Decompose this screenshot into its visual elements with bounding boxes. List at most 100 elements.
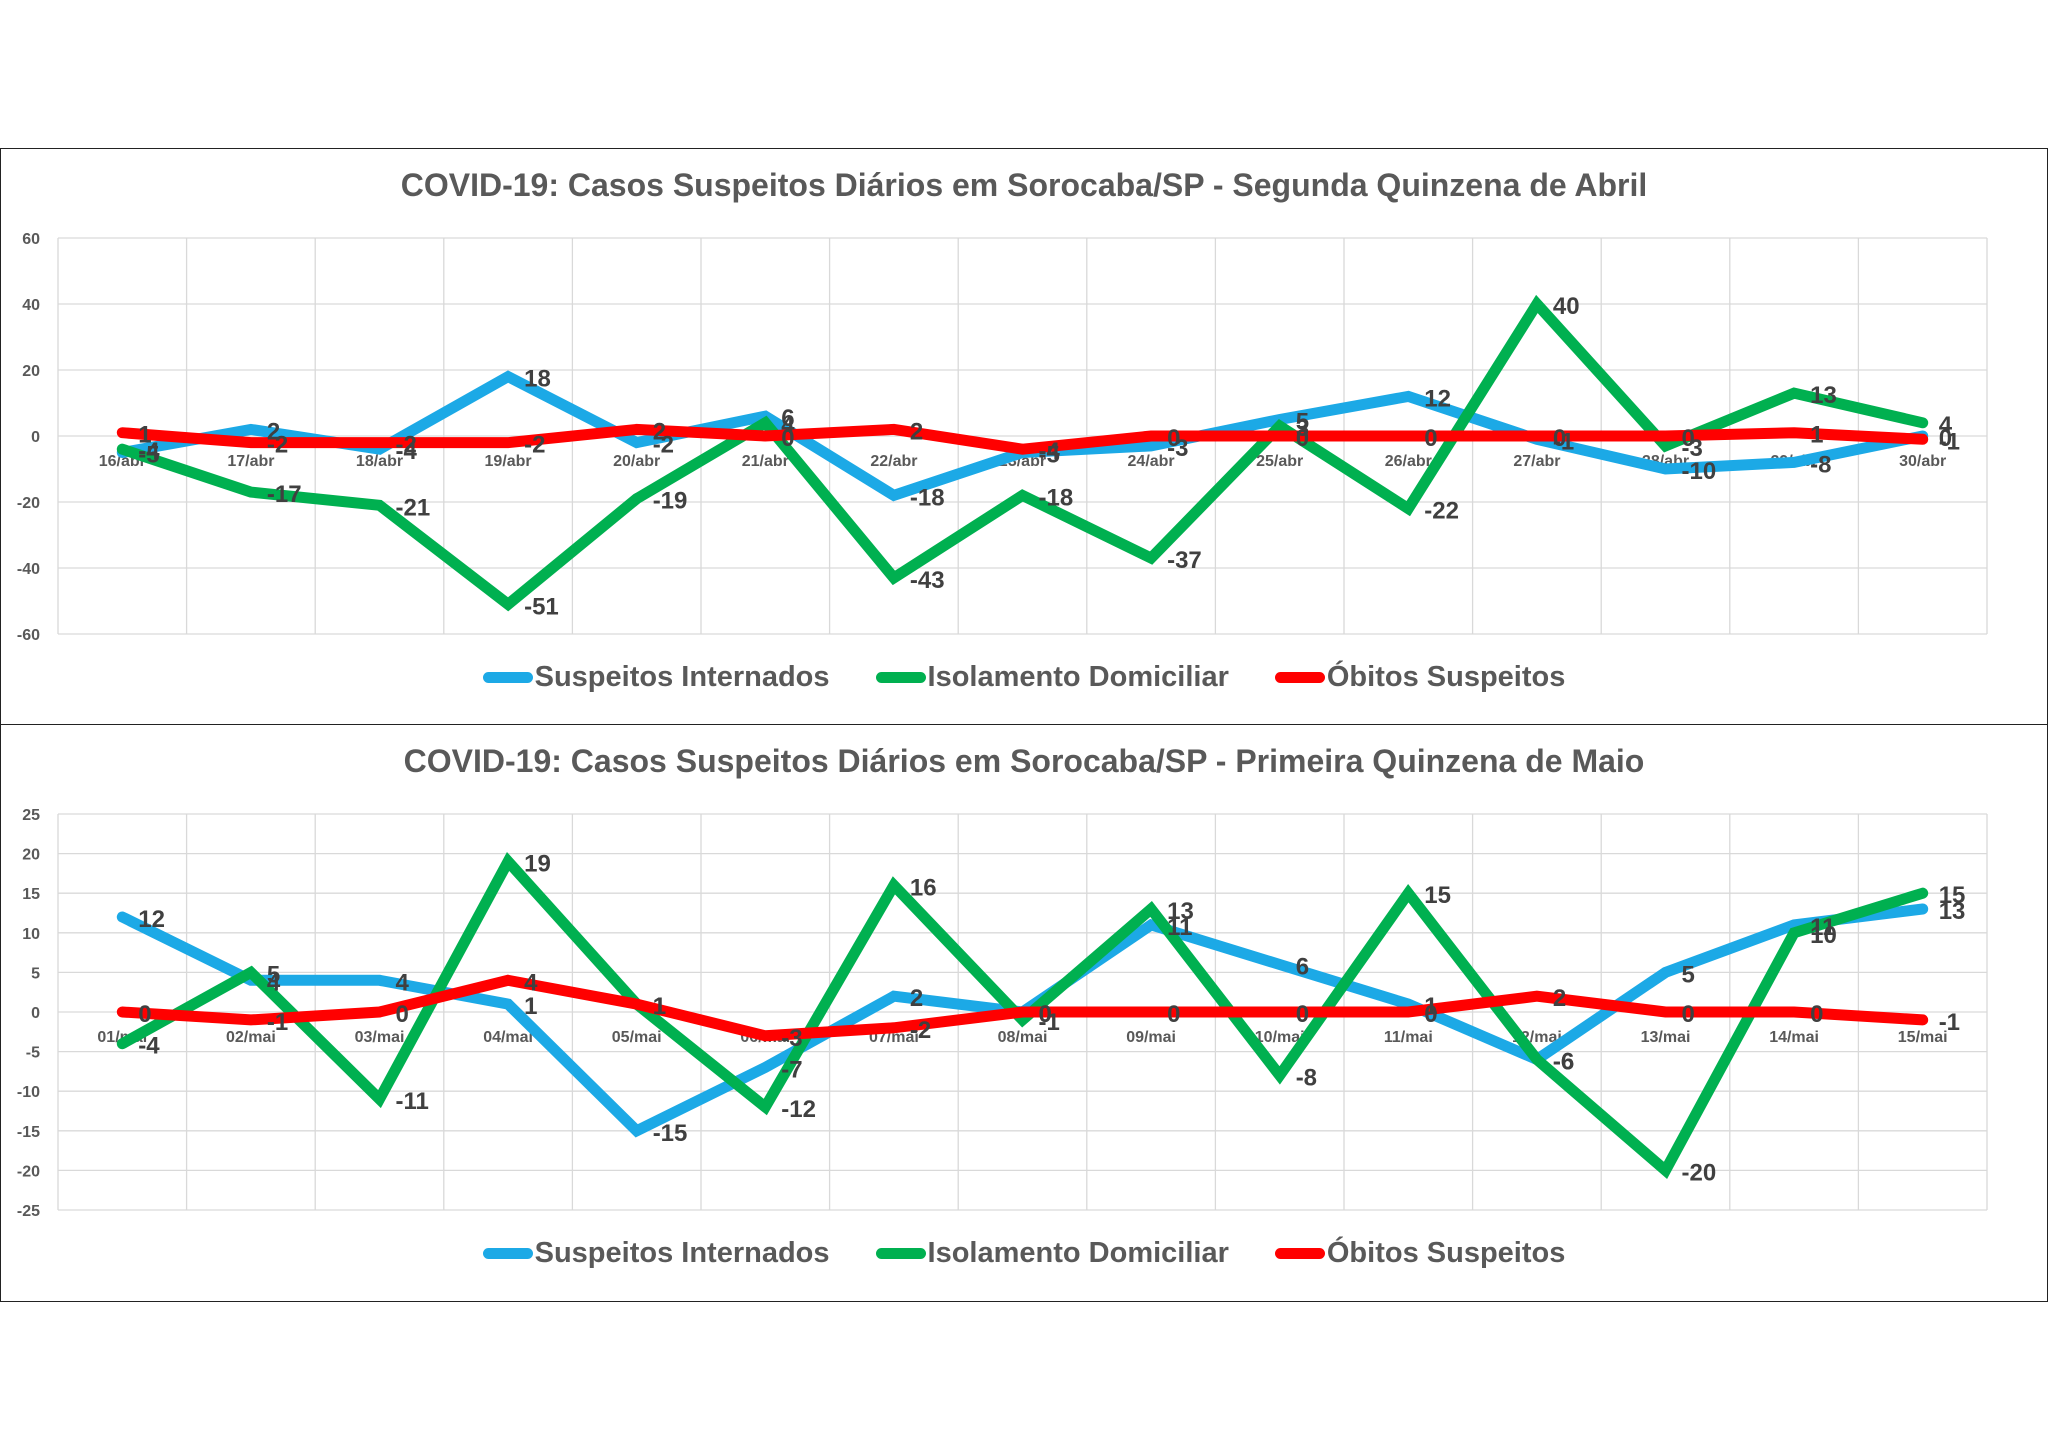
- legend-swatch-green-icon: [875, 672, 926, 683]
- data-label: -21: [396, 494, 431, 521]
- series-line-obitos: [116, 423, 1929, 455]
- legend-item-internados: Suspeitos Internados: [482, 1237, 830, 1270]
- data-label: 2: [653, 418, 666, 445]
- x-tick-label: 25/abr: [1256, 453, 1303, 470]
- y-tick-label: 20: [22, 363, 40, 380]
- data-label: 13: [1167, 898, 1194, 925]
- legend-item-isolamento: Isolamento Domiciliar: [875, 1237, 1229, 1270]
- data-label: -4: [138, 1033, 160, 1060]
- data-label: 0: [1424, 425, 1437, 452]
- y-tick-label: -10: [17, 1084, 40, 1101]
- y-tick-label: -20: [17, 1163, 40, 1180]
- legend-item-internados: Suspeitos Internados: [482, 661, 830, 694]
- x-tick-label: 05/mai: [612, 1029, 662, 1046]
- chart-title: COVID-19: Casos Suspeitos Diários em Sor…: [400, 167, 1648, 203]
- data-label: 0: [1939, 425, 1952, 452]
- x-tick-label: 10/mai: [1255, 1029, 1305, 1046]
- series-line-obitos: [116, 974, 1929, 1042]
- data-label: 3: [1296, 415, 1309, 442]
- data-label: -3: [1682, 435, 1703, 462]
- x-tick-label: 20/abr: [613, 453, 660, 470]
- legend-label: Isolamento Domiciliar: [927, 661, 1229, 693]
- data-label: 4: [1939, 412, 1953, 439]
- x-tick-label: 27/abr: [1513, 453, 1560, 470]
- data-label: 4: [396, 969, 410, 996]
- data-label: 1: [1424, 993, 1437, 1020]
- legend-swatch-green-icon: [875, 1248, 926, 1259]
- data-label: 12: [1424, 385, 1451, 412]
- data-label: -43: [910, 567, 945, 594]
- data-label: 4: [267, 969, 281, 996]
- chart-legend: Suspeitos Internados Isolamento Domicili…: [1, 1237, 2047, 1270]
- data-label: 2: [267, 418, 280, 445]
- data-label: 0: [1296, 425, 1309, 452]
- legend-item-obitos: Óbitos Suspeitos: [1274, 1237, 1566, 1270]
- data-label: -12: [781, 1096, 816, 1123]
- data-label: -6: [1553, 1049, 1574, 1076]
- x-tick-label: 21/abr: [742, 453, 789, 470]
- data-label: 1: [138, 422, 151, 449]
- y-tick-label: 15: [22, 886, 40, 903]
- series-line-isolamento: [116, 852, 1929, 1180]
- data-label: 0: [1296, 1001, 1309, 1028]
- y-tick-label: 10: [22, 926, 40, 943]
- data-label: -22: [1424, 498, 1459, 525]
- data-label: -10: [1682, 458, 1717, 485]
- data-label: 1: [653, 993, 666, 1020]
- data-label: -5: [138, 442, 159, 469]
- data-label: -17: [267, 481, 302, 508]
- data-label: 10: [1810, 922, 1837, 949]
- x-tick-label: 08/mai: [998, 1029, 1048, 1046]
- legend-label: Suspeitos Internados: [534, 661, 830, 693]
- data-label: -1: [1939, 428, 1960, 455]
- y-tick-label: 20: [22, 847, 40, 864]
- x-tick-label: 26/abr: [1385, 453, 1432, 470]
- x-tick-label: 19/abr: [485, 453, 532, 470]
- x-tick-label: 18/abr: [356, 453, 403, 470]
- data-label: -11: [396, 1088, 429, 1115]
- x-tick-label: 15/mai: [1898, 1029, 1948, 1046]
- data-label: 0: [1810, 1001, 1823, 1028]
- data-label: -4: [138, 438, 160, 465]
- data-label: -18: [910, 484, 945, 511]
- data-label: -1: [1939, 1009, 1960, 1036]
- data-label: 16: [910, 874, 937, 901]
- legend-swatch-blue-icon: [482, 672, 533, 683]
- data-label: -15: [653, 1120, 688, 1147]
- data-label: 1: [1810, 422, 1823, 449]
- data-label: -37: [1167, 547, 1202, 574]
- legend-label: Óbitos Suspeitos: [1326, 1237, 1566, 1269]
- data-label: -3: [781, 1025, 802, 1052]
- data-label: 6: [1296, 953, 1309, 980]
- data-label: 0: [138, 1001, 151, 1028]
- data-label: 0: [1039, 1001, 1052, 1028]
- data-label: -2: [524, 432, 545, 459]
- data-label: 2: [910, 418, 923, 445]
- data-label: 2: [910, 985, 923, 1012]
- y-tick-label: -5: [26, 1045, 40, 1062]
- data-label: 19: [524, 851, 551, 878]
- x-tick-label: 09/mai: [1126, 1029, 1176, 1046]
- legend-label: Suspeitos Internados: [534, 1237, 830, 1269]
- y-tick-label: 60: [22, 231, 40, 248]
- x-tick-label: 14/mai: [1769, 1029, 1819, 1046]
- chart-panel-april: COVID-19: Casos Suspeitos Diários em Sor…: [0, 148, 2048, 726]
- data-label: 0: [1682, 425, 1695, 452]
- data-label: 11: [1810, 914, 1835, 941]
- data-label: 0: [781, 425, 794, 452]
- data-label: 0: [1167, 1001, 1180, 1028]
- y-tick-label: -60: [17, 627, 40, 644]
- data-label: -7: [781, 1056, 802, 1083]
- data-label: -1: [267, 1009, 288, 1036]
- y-tick-label: -15: [17, 1124, 40, 1141]
- data-label: 6: [781, 405, 794, 432]
- data-label: 2: [1553, 985, 1566, 1012]
- data-label: 4: [524, 969, 538, 996]
- data-label: 15: [1939, 882, 1966, 909]
- x-tick-label: 04/mai: [483, 1029, 533, 1046]
- y-tick-label: -40: [17, 561, 40, 578]
- data-label: -2: [910, 1017, 931, 1044]
- data-label: -1: [1039, 1009, 1060, 1036]
